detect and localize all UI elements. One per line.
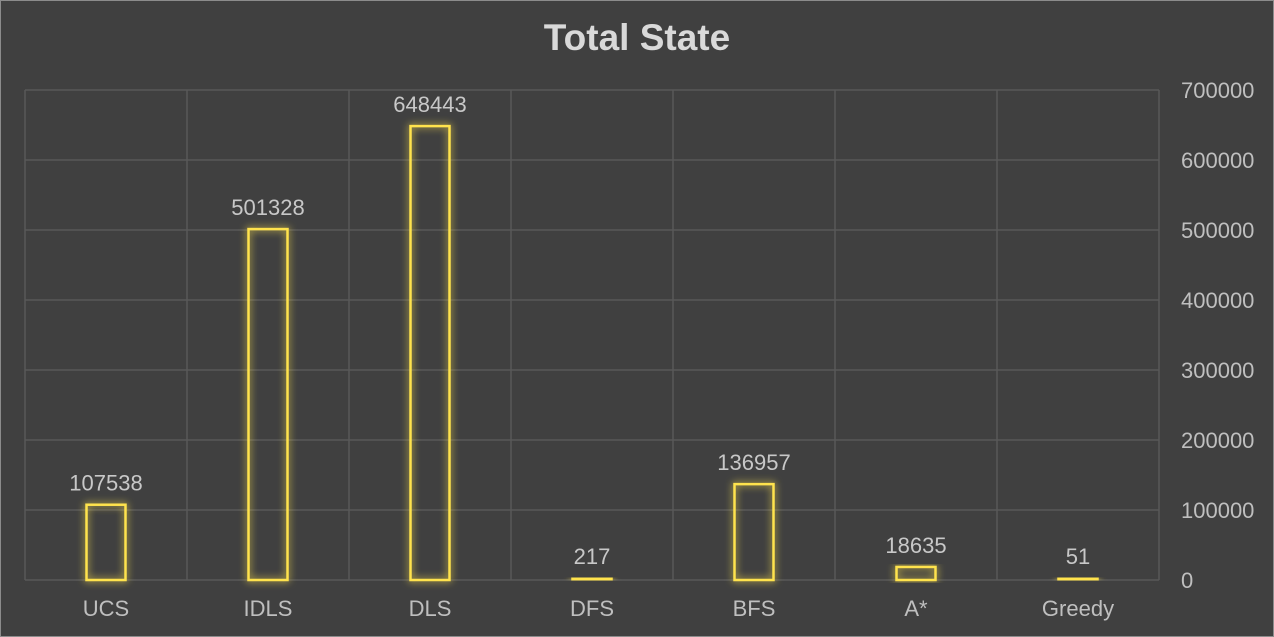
x-category-label: DFS [570,596,614,621]
y-tick-label: 0 [1181,568,1193,593]
x-category-label: IDLS [244,596,293,621]
bar-ucs [85,503,127,582]
x-category-label: Greedy [1042,596,1114,621]
bar-greedy [1057,576,1099,582]
y-tick-label: 700000 [1181,78,1254,103]
y-tick-label: 100000 [1181,498,1254,523]
data-label: 501328 [231,195,304,220]
y-tick-label: 300000 [1181,358,1254,383]
y-tick-label: 400000 [1181,288,1254,313]
y-tick-label: 200000 [1181,428,1254,453]
bar-dls [409,124,451,582]
data-label: 217 [574,544,611,569]
x-category-label: BFS [733,596,776,621]
y-tick-label: 500000 [1181,218,1254,243]
bar-a [895,565,937,582]
data-label: 51 [1066,544,1090,569]
data-label: 136957 [717,450,790,475]
bar-dfs [571,576,613,582]
x-category-label: DLS [409,596,452,621]
bar-idls [247,227,289,582]
data-label: 18635 [885,533,946,558]
bar-bfs [733,482,775,582]
data-label: 648443 [393,92,466,117]
x-category-label: A* [904,596,928,621]
chart-title: Total State [543,17,731,58]
data-label: 107538 [69,471,142,496]
x-category-label: UCS [83,596,129,621]
y-tick-label: 600000 [1181,148,1254,173]
